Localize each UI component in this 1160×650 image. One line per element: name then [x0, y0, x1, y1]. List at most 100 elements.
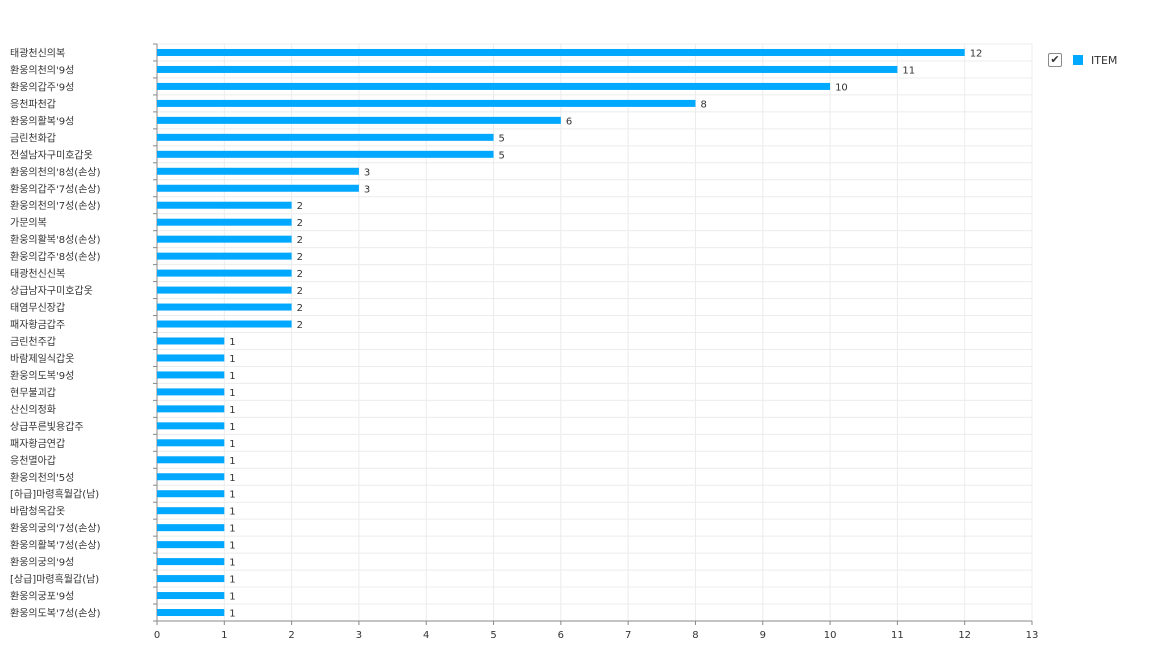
bar: [157, 286, 292, 294]
y-category-label: 환웅의궁의'7성(손상): [10, 523, 101, 535]
bar: [157, 184, 359, 192]
bar-value-label: 12: [970, 48, 983, 59]
bar-value-label: 1: [229, 473, 235, 484]
bar: [157, 150, 494, 158]
x-tick-label: 9: [760, 630, 766, 641]
y-category-label: 상급푸른빛용갑주: [10, 421, 84, 433]
bar-value-label: 2: [297, 286, 303, 297]
bar-value-label: 1: [229, 388, 235, 399]
bar-value-label: 10: [835, 82, 848, 93]
y-category-label: 환웅의갑주'8성(손상): [10, 251, 101, 263]
bar-value-label: 1: [229, 371, 235, 382]
bar-value-label: 1: [229, 507, 235, 518]
x-tick-label: 4: [423, 630, 429, 641]
bar-value-label: 1: [229, 405, 235, 416]
bar-value-label: 1: [229, 609, 235, 620]
y-category-label: 응천멸아갑: [10, 455, 56, 467]
bar-value-label: 1: [229, 337, 235, 348]
bar: [157, 524, 225, 532]
bar: [157, 337, 225, 345]
bar-value-label: 2: [297, 320, 303, 331]
y-category-label: [하급]마령흑월갑(남): [10, 488, 99, 501]
y-category-label: 패자황금갑주: [10, 319, 65, 331]
bar-value-label: 3: [364, 167, 370, 178]
y-category-label: 패자황금연갑: [10, 438, 65, 450]
bar: [157, 439, 225, 447]
x-tick-label: 12: [958, 630, 971, 641]
x-tick-label: 10: [824, 630, 837, 641]
bar-value-label: 1: [229, 541, 235, 552]
bar: [157, 303, 292, 311]
x-tick-label: 2: [288, 630, 294, 641]
y-category-label: 환웅의활복'9성: [10, 114, 74, 127]
x-tick-label: 7: [625, 630, 631, 641]
bar: [157, 507, 225, 515]
x-tick-label: 5: [490, 630, 496, 641]
bar: [157, 99, 696, 107]
y-category-label: 환웅의갑주'9성: [10, 81, 74, 93]
x-tick-label: 0: [154, 630, 160, 641]
y-category-label: 환웅의천의'9성: [10, 64, 74, 76]
y-category-label: 환웅의갑주'7성(손상): [10, 183, 101, 195]
bar: [157, 456, 225, 464]
bar: [157, 609, 225, 617]
y-category-label: 태광천신신복: [10, 268, 65, 280]
bar-value-label: 5: [499, 150, 505, 161]
bar: [157, 592, 225, 600]
y-category-label: 태염무신장갑: [10, 302, 65, 314]
legend-checkbox[interactable]: ✔: [1048, 53, 1062, 67]
bar-value-label: 1: [229, 456, 235, 467]
x-tick-label: 8: [692, 630, 698, 641]
y-category-label: 응천파천갑: [10, 98, 56, 110]
bar-value-label: 1: [229, 592, 235, 603]
bar: [157, 541, 225, 549]
x-tick-label: 1: [221, 630, 227, 641]
bar: [157, 116, 561, 124]
bar-value-label: 2: [297, 269, 303, 280]
y-category-label: 환웅의천의'7성(손상): [10, 200, 101, 212]
bar-value-label: 2: [297, 201, 303, 212]
bar: [157, 388, 225, 396]
x-tick-label: 3: [356, 630, 362, 641]
legend-swatch: [1073, 55, 1083, 65]
legend[interactable]: ✔ ITEM: [1048, 53, 1117, 67]
bar: [157, 422, 225, 430]
bar-value-label: 1: [229, 354, 235, 365]
y-category-label: 산신의정화: [10, 404, 56, 416]
y-category-label: 가문의복: [10, 217, 47, 229]
bar: [157, 252, 292, 260]
bar: [157, 235, 292, 243]
y-category-label: 환웅의활복'7성(손상): [10, 539, 101, 552]
bar: [157, 575, 225, 583]
bar: [157, 320, 292, 328]
bar: [157, 218, 292, 226]
bar: [157, 490, 225, 498]
bar-value-label: 6: [566, 116, 572, 127]
y-category-label: 환웅의궁의'9성: [10, 557, 74, 569]
bar-value-label: 11: [902, 65, 915, 76]
bar-value-label: 5: [499, 133, 505, 144]
bar: [157, 269, 292, 277]
bar: [157, 82, 831, 90]
y-category-label: 환웅의천의'8성(손상): [10, 166, 101, 178]
x-tick-label: 6: [558, 630, 564, 641]
bar: [157, 133, 494, 141]
bar-value-label: 2: [297, 218, 303, 229]
y-category-label: 금린천주갑: [10, 336, 56, 348]
y-category-label: 환웅의궁포'9성: [10, 591, 74, 603]
y-category-label: 태광천신의복: [10, 47, 65, 59]
bar: [157, 473, 225, 481]
bar-value-label: 1: [229, 558, 235, 569]
y-category-label: 환웅의천의'5성: [10, 472, 74, 484]
y-category-label: 환웅의활복'8성(손상): [10, 233, 101, 246]
bar-value-label: 8: [700, 99, 706, 110]
y-category-label: 전설남자구미호갑옷: [10, 149, 93, 161]
bar: [157, 65, 898, 73]
bar-value-label: 1: [229, 524, 235, 535]
y-category-label: 금린천화갑: [10, 132, 56, 144]
bar: [157, 354, 225, 362]
bar: [157, 558, 225, 566]
bar-value-label: 2: [297, 303, 303, 314]
x-tick-label: 11: [891, 630, 904, 641]
